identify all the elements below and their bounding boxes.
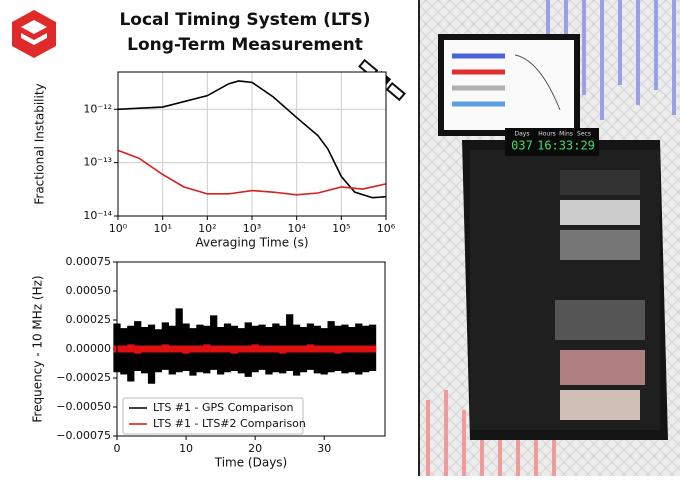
x-tick-label: 20: [248, 442, 262, 455]
y-axis-label: Frequency - 10 MHz (Hz): [31, 275, 45, 422]
photo: Days Hours Mins Secs 037 16:33:29: [418, 0, 680, 476]
clock-label: Secs: [577, 131, 591, 138]
clock-label: Days: [515, 131, 530, 138]
y-tick-label: −0.00075: [56, 429, 111, 442]
x-tick-label: 0: [114, 442, 121, 455]
x-axis-label: Time (Days): [214, 456, 288, 470]
x-tick-label: 10¹: [153, 222, 171, 235]
clock-time: 16:33:29: [537, 139, 595, 153]
data-line: [117, 149, 387, 196]
x-tick-label: 10: [179, 442, 193, 455]
y-tick-label: 0.00025: [66, 313, 112, 326]
x-tick-label: 10⁴: [287, 222, 306, 235]
y-tick-label: 10⁻¹⁴: [83, 209, 112, 222]
y-tick-label: −0.00050: [56, 400, 111, 413]
x-tick-label: 10⁰: [109, 222, 128, 235]
plot-frame: [117, 71, 387, 217]
clock-label: Mins: [559, 131, 573, 138]
legend-label: LTS #1 - LTS#2 Comparison: [153, 417, 306, 430]
y-axis-label: Fractional Instability: [33, 83, 47, 204]
clock-label: Hours: [538, 131, 556, 138]
plot-frame: [116, 261, 386, 437]
legend-label: LTS #1 - GPS Comparison: [153, 401, 294, 414]
y-tick-label: 0.00050: [66, 284, 112, 297]
data-line: [117, 80, 387, 199]
y-tick-label: 10⁻¹³: [83, 156, 112, 169]
y-tick-label: −0.00025: [56, 371, 111, 384]
x-axis-label: Averaging Time (s): [195, 236, 308, 250]
x-tick-label: 10⁶: [377, 222, 396, 235]
x-tick-label: 30: [317, 442, 331, 455]
title-line: Long-Term Measurement: [127, 35, 363, 55]
y-tick-label: 10⁻¹²: [83, 102, 112, 115]
x-tick-label: 10³: [243, 222, 261, 235]
y-tick-label: 0.00000: [66, 342, 112, 355]
title-line: Local Timing System (LTS): [119, 10, 370, 30]
legend-box: [122, 397, 304, 435]
x-tick-label: 10²: [198, 222, 216, 235]
y-tick-label: 0.00075: [66, 255, 112, 268]
logo: [12, 10, 56, 58]
clock-days: 037: [511, 139, 533, 153]
x-tick-label: 10⁵: [332, 222, 350, 235]
